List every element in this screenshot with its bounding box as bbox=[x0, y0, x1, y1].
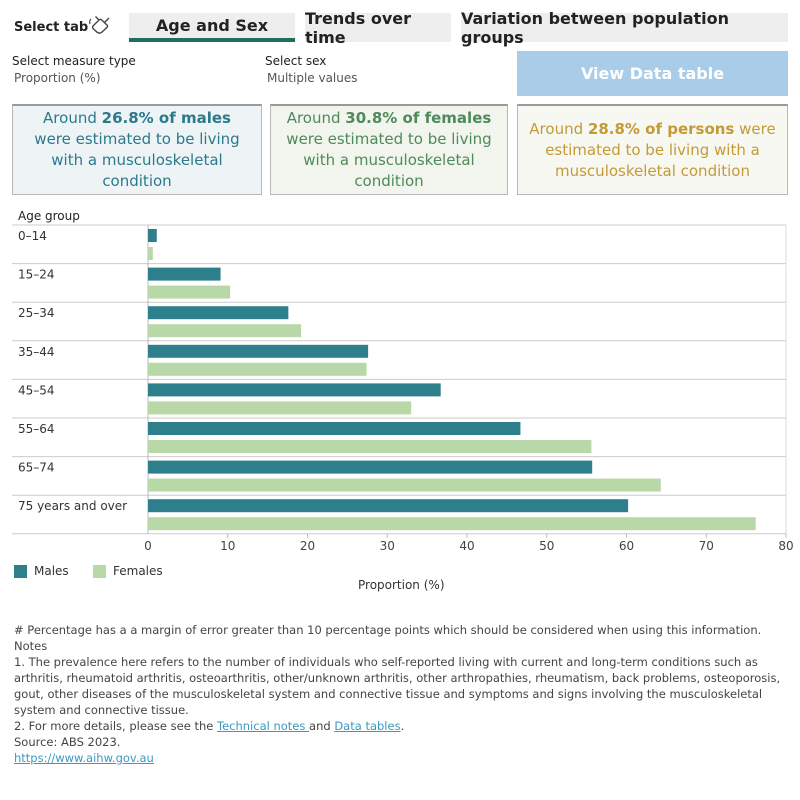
x-tick-label: 60 bbox=[619, 539, 634, 553]
x-tick-label: 20 bbox=[300, 539, 315, 553]
sex-dropdown[interactable]: Multiple values bbox=[267, 71, 358, 85]
legend-females: Females bbox=[93, 564, 163, 578]
category-label: 65–74 bbox=[18, 461, 55, 475]
bar-males bbox=[148, 229, 157, 242]
x-axis-title: Proportion (%) bbox=[358, 578, 445, 592]
x-tick-label: 0 bbox=[144, 539, 152, 553]
x-tick-label: 30 bbox=[380, 539, 395, 553]
y-axis-title: Age group bbox=[18, 209, 80, 223]
view-data-table-button[interactable]: View Data table bbox=[517, 51, 788, 96]
males-swatch bbox=[14, 564, 27, 578]
x-tick-label: 80 bbox=[778, 539, 793, 553]
category-label: 45–54 bbox=[18, 383, 55, 397]
bar-males bbox=[148, 422, 521, 435]
bar-males bbox=[148, 499, 629, 513]
category-label: 0–14 bbox=[18, 229, 47, 243]
females-swatch bbox=[93, 564, 106, 578]
persons-percentage: 28.8% of persons bbox=[587, 119, 735, 138]
technical-notes-link[interactable]: Technical notes bbox=[217, 719, 310, 733]
bar-males bbox=[148, 306, 289, 320]
legend-females-label: Females bbox=[113, 564, 163, 578]
age-group-bar-chart: 0–14 15–24 25–34 35–44 45–54 55–64 65–74 75 yea… bbox=[12, 224, 794, 553]
notes-section: # Percentage has a a margin of error gre… bbox=[14, 622, 790, 766]
sex-label: Select sex bbox=[265, 54, 327, 68]
category-label: 25–34 bbox=[18, 306, 55, 320]
tab-variation-population-groups[interactable]: Variation between population groups bbox=[461, 9, 788, 47]
x-tick-label: 70 bbox=[699, 539, 714, 553]
measure-type-label: Select measure type bbox=[12, 54, 136, 68]
legend-males-label: Males bbox=[34, 564, 69, 578]
x-tick-label: 10 bbox=[220, 539, 235, 553]
category-label: 15–24 bbox=[18, 268, 55, 282]
note-2: 2. For more details, please see the Tech… bbox=[14, 719, 405, 733]
males-summary-card: Around 26.8% of males were estimated to … bbox=[12, 104, 262, 195]
persons-summary-card: Around 28.8% of persons were estimated t… bbox=[517, 104, 788, 195]
x-tick-label: 50 bbox=[539, 539, 554, 553]
males-summary-text: Around 26.8% of males were estimated to … bbox=[34, 109, 240, 190]
notes-heading: Notes bbox=[14, 639, 48, 653]
note-1: 1. The prevalence here refers to the num… bbox=[14, 655, 781, 717]
females-summary-card: Around 30.8% of females were estimated t… bbox=[270, 104, 508, 195]
aihw-website-link[interactable]: https://www.aihw.gov.au bbox=[14, 751, 154, 765]
bar-males bbox=[148, 383, 441, 397]
bar-males bbox=[148, 460, 593, 474]
bar-females bbox=[148, 440, 592, 453]
tab-age-and-sex[interactable]: Age and Sex bbox=[129, 13, 295, 42]
persons-summary-text: Around 28.8% of persons were estimated t… bbox=[529, 119, 776, 180]
select-tab-label: Select tab bbox=[14, 20, 89, 35]
bar-males bbox=[148, 344, 369, 358]
bar-females bbox=[148, 247, 153, 260]
males-percentage: 26.8% of males bbox=[101, 109, 231, 127]
bar-males bbox=[148, 267, 221, 281]
margin-of-error-note: # Percentage has a a margin of error gre… bbox=[14, 623, 762, 637]
bar-females bbox=[148, 478, 661, 492]
data-tables-link[interactable]: Data tables bbox=[334, 719, 401, 733]
bar-females bbox=[148, 362, 367, 376]
measure-type-dropdown[interactable]: Proportion (%) bbox=[14, 71, 101, 85]
pointing-hand-icon bbox=[89, 16, 110, 34]
legend-males: Males bbox=[14, 564, 69, 578]
females-summary-text: Around 30.8% of females were estimated t… bbox=[286, 109, 492, 190]
category-label: 55–64 bbox=[18, 422, 55, 436]
category-label: 75 years and over bbox=[18, 499, 127, 513]
tab-trends-over-time[interactable]: Trends over time bbox=[305, 9, 451, 47]
source-text: Source: ABS 2023. bbox=[14, 735, 121, 749]
bar-females bbox=[148, 324, 302, 338]
category-label: 35–44 bbox=[18, 345, 55, 359]
bar-females bbox=[148, 401, 412, 415]
bar-females bbox=[148, 285, 231, 299]
females-percentage: 30.8% of females bbox=[345, 109, 492, 127]
x-tick-label: 40 bbox=[459, 539, 474, 553]
bar-females bbox=[148, 517, 756, 531]
